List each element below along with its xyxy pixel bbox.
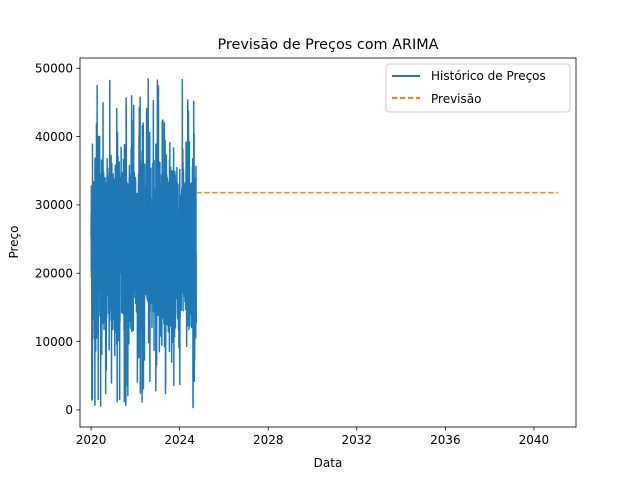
y-tick-label: 0 <box>65 403 73 417</box>
x-tick-label: 2032 <box>342 433 373 447</box>
x-tick-label: 2020 <box>76 433 107 447</box>
x-tick-label: 2024 <box>164 433 195 447</box>
y-tick-label: 10000 <box>35 335 73 349</box>
y-tick-label: 40000 <box>35 130 73 144</box>
legend-label-previsao: Previsão <box>431 92 481 106</box>
historico-line <box>90 77 197 409</box>
series-historico-precos <box>90 77 197 409</box>
x-tick-label: 2040 <box>519 433 550 447</box>
y-tick-label: 20000 <box>35 267 73 281</box>
x-axis-label: Data <box>314 456 343 470</box>
x-tick-label: 2028 <box>253 433 284 447</box>
legend-box <box>385 63 571 113</box>
plot-area <box>90 77 559 409</box>
y-axis-ticks: 0 10000 20000 30000 40000 50000 <box>35 62 80 417</box>
legend: Histórico de Preços Previsão <box>385 63 571 113</box>
legend-label-historico: Histórico de Preços <box>431 69 546 83</box>
plot-frame <box>79 57 577 428</box>
y-tick-label: 50000 <box>35 62 73 76</box>
chart-title: Previsão de Preços com ARIMA <box>218 37 439 53</box>
x-tick-label: 2036 <box>430 433 461 447</box>
y-tick-label: 30000 <box>35 198 73 212</box>
y-axis-label: Preço <box>7 225 21 258</box>
x-axis-ticks: 2020 2024 2028 2032 2036 2040 <box>76 427 549 447</box>
